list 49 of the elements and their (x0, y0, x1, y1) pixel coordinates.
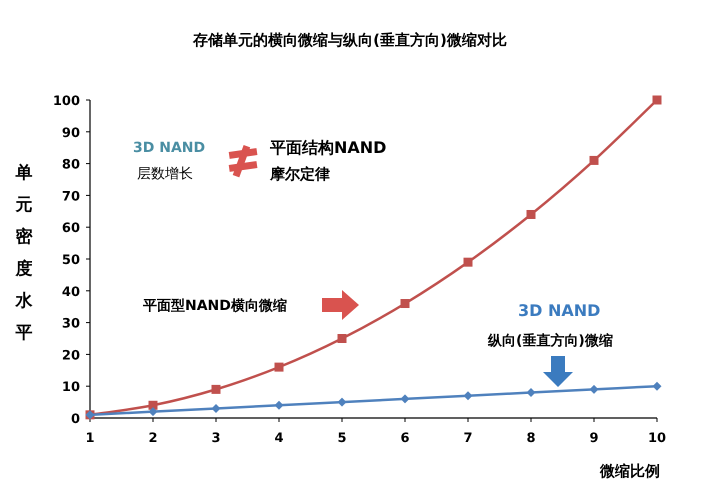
y-tick-label: 40 (62, 284, 80, 300)
point (338, 398, 346, 407)
annotation: 摩尔定律 (269, 165, 330, 183)
point (400, 299, 410, 308)
point (212, 384, 220, 394)
x-tick-label: 3 (211, 431, 221, 446)
point (652, 382, 662, 391)
y-tick-label: 60 (62, 221, 80, 236)
point (590, 384, 598, 394)
x-tick-label: 10 (648, 431, 666, 446)
x-tick-label: 1 (85, 431, 95, 446)
x-tick-label: 5 (337, 431, 347, 446)
x-axis-title: 微缩比例 (599, 462, 660, 480)
annotation: 平面结构NAND (269, 138, 386, 157)
point (212, 404, 220, 413)
x-tick-label: 2 (148, 431, 158, 446)
x-tick-label: 9 (589, 431, 599, 446)
point (148, 407, 158, 416)
annotation: 3D NAND (518, 301, 600, 320)
point (148, 400, 158, 410)
x-tick-label: 7 (463, 431, 473, 446)
x-tick-label: 8 (526, 431, 536, 446)
annotation: 平面型NAND横向微缩 (142, 297, 287, 314)
y-tick-label: 0 (70, 412, 80, 427)
y-tick-label: 100 (52, 94, 80, 109)
point (400, 394, 410, 404)
x-tick-label: 6 (400, 431, 410, 446)
annotation: 层数增长 (137, 166, 193, 182)
point (526, 388, 536, 398)
annotation: 3D NAND (133, 140, 206, 156)
point (526, 210, 536, 219)
y-axis-title: 单元密度水平 (14, 163, 34, 343)
y-tick-label: 10 (62, 380, 80, 396)
y-tick-label: 80 (62, 158, 80, 173)
point (590, 156, 598, 165)
point (338, 334, 346, 343)
chart-title: 存储单元的横向微缩与纵向(垂直方向)微缩对比 (192, 31, 507, 49)
y-tick-label: 90 (62, 126, 80, 141)
annotation: 纵向(垂直方向)微缩 (487, 332, 613, 349)
y-tick-label: 20 (62, 348, 80, 364)
point (652, 96, 662, 104)
point (274, 400, 284, 410)
point (464, 391, 472, 400)
point (274, 362, 284, 372)
x-tick-label: 4 (274, 431, 284, 446)
point (464, 258, 472, 267)
y-tick-label: 50 (62, 253, 80, 268)
y-tick-label: 30 (62, 316, 80, 332)
y-tick-label: 70 (62, 189, 80, 204)
